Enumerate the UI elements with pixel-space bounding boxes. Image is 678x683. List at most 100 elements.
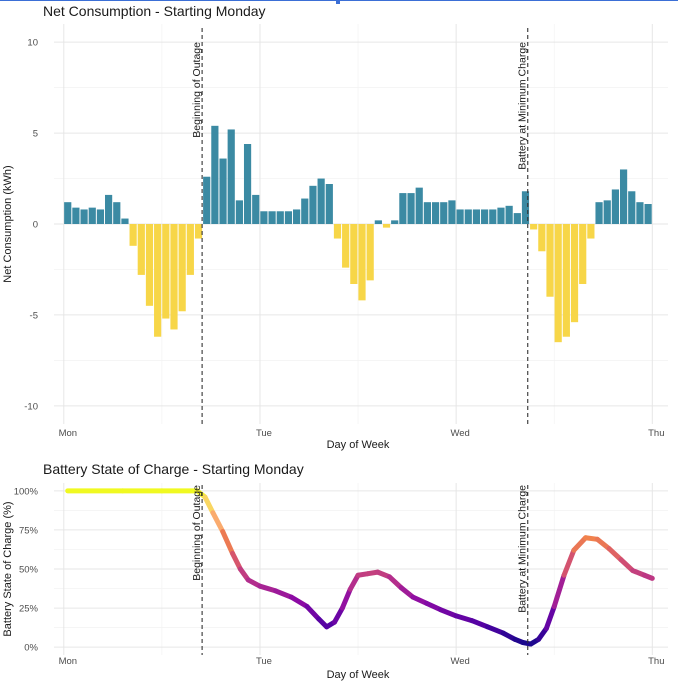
net-consumption-bar — [293, 209, 301, 224]
net-consumption-bar — [121, 218, 129, 224]
net-consumption-bar — [440, 202, 448, 224]
chart2-gridlines — [54, 483, 668, 655]
soc-line-segment — [485, 624, 506, 636]
net-consumption-bar — [350, 224, 358, 284]
net-consumption-bar — [145, 224, 154, 306]
net-consumption-bar — [252, 194, 260, 224]
net-consumption-bar — [456, 209, 464, 224]
net-consumption-bar — [399, 193, 407, 224]
soc-line-segment — [339, 586, 353, 611]
chart1-bars — [64, 125, 652, 343]
chart2-y-tick-label: 25% — [19, 604, 39, 615]
soc-line-segment — [220, 528, 236, 556]
chart1-title: Net Consumption - Starting Monday — [43, 3, 266, 19]
chart2-y-tick-label: 50% — [19, 565, 39, 576]
net-consumption-bar — [333, 224, 342, 239]
chart1-annotations: Beginning of Outage Battery at Minimum Ch… — [191, 28, 529, 424]
battery-soc-chart: Battery State of Charge - Starting Monda… — [2, 461, 668, 681]
net-consumption-bar — [538, 224, 546, 252]
chart2-annotations: Beginning of Outage Battery at Minimum Ch… — [191, 485, 529, 655]
net-consumption-bar — [481, 209, 489, 224]
net-consumption-bar — [203, 176, 211, 224]
net-consumption-bar — [431, 202, 440, 224]
net-consumption-bar — [644, 204, 652, 224]
net-consumption-bar — [382, 224, 391, 228]
net-consumption-bar — [170, 224, 178, 330]
net-consumption-bar — [530, 224, 538, 230]
chart1-x-tick-label: Thu — [648, 428, 664, 439]
net-consumption-bar — [489, 209, 497, 224]
net-consumption-bar — [178, 224, 186, 312]
soc-line-segment — [437, 607, 459, 619]
net-consumption-bar — [579, 224, 587, 284]
net-consumption-bar — [260, 211, 268, 224]
net-consumption-bar — [186, 224, 194, 275]
net-consumption-bar — [276, 211, 284, 224]
net-consumption-bar — [154, 224, 162, 337]
chart2-y-tick-label: 0% — [24, 643, 38, 654]
chart1-x-axis-label: Day of Week — [327, 439, 390, 451]
soc-line-segment — [347, 572, 361, 592]
chart1-x-tick-label: Mon — [59, 428, 77, 439]
net-consumption-bar — [64, 202, 72, 224]
soc-line-segment — [453, 613, 475, 624]
net-consumption-bar — [619, 169, 628, 224]
net-consumption-bar — [211, 125, 219, 224]
net-consumption-bar — [611, 189, 620, 224]
net-consumption-bar — [96, 209, 105, 224]
net-consumption-bar — [554, 224, 562, 343]
net-consumption-bar — [628, 191, 636, 224]
soc-line-segment — [230, 550, 243, 572]
chart1-x-tick-label: Wed — [450, 428, 469, 439]
net-consumption-bar — [80, 209, 88, 224]
soc-line-segment — [561, 547, 577, 578]
net-consumption-bar — [113, 202, 121, 224]
chart2-x-tick-label: Thu — [648, 656, 664, 667]
net-consumption-bar — [194, 224, 203, 239]
chart1-y-tick-label: -10 — [24, 401, 38, 412]
chart2-x-axis-label: Day of Week — [327, 669, 390, 681]
net-consumption-bar — [227, 129, 235, 224]
soc-line-segment — [641, 572, 655, 581]
net-consumption-bar — [407, 193, 415, 224]
net-consumption-bar — [636, 202, 644, 224]
net-consumption-bar — [595, 202, 603, 224]
soc-line-segment — [571, 535, 589, 553]
net-consumption-bar — [317, 178, 325, 224]
net-consumption-bar — [374, 220, 382, 224]
soc-line-segment — [288, 594, 310, 610]
chart1-y-ticks: -10 -5 0 5 10 — [24, 38, 38, 413]
chart1-y-tick-label: 10 — [27, 38, 38, 49]
net-consumption-bar — [562, 224, 570, 337]
chart1-annotation-label: Beginning of Outage — [191, 42, 203, 138]
chart2-x-tick-label: Mon — [59, 656, 77, 667]
net-consumption-bar — [162, 224, 170, 319]
net-consumption-bar — [464, 209, 472, 224]
net-consumption-bar — [603, 200, 611, 224]
chart1-y-tick-label: -5 — [30, 310, 38, 321]
chart1-annotation-label: Battery at Minimum Charge — [517, 42, 529, 170]
chart2-title: Battery State of Charge - Starting Monda… — [43, 461, 304, 477]
net-consumption-bar — [219, 158, 227, 224]
net-consumption-bar — [570, 224, 579, 323]
net-consumption-bar — [72, 207, 80, 224]
chart1-y-tick-label: 0 — [33, 220, 38, 231]
net-consumption-bar — [235, 200, 243, 224]
chart2-annotation-label: Battery at Minimum Charge — [517, 485, 529, 613]
net-consumption-bar — [268, 211, 276, 224]
chart2-x-tick-label: Wed — [450, 656, 469, 667]
net-consumption-bar — [105, 194, 113, 224]
net-consumption-bar — [415, 187, 423, 224]
top-border-marker — [336, 0, 340, 4]
net-consumption-bar — [243, 144, 252, 224]
chart2-y-ticks: 0% 25% 50% 75% 100% — [14, 486, 39, 653]
chart1-x-ticks: Mon Tue Wed Thu — [59, 428, 665, 439]
chart2-y-tick-label: 75% — [19, 525, 39, 536]
soc-line-segment — [424, 600, 443, 613]
net-consumption-bar — [137, 224, 145, 275]
soc-line-segment — [410, 594, 430, 606]
chart1-y-tick-label: 5 — [33, 129, 38, 140]
chart2-annotation-label: Beginning of Outage — [191, 485, 203, 581]
soc-line-segment — [551, 572, 567, 610]
net-consumption-bar — [448, 200, 456, 224]
